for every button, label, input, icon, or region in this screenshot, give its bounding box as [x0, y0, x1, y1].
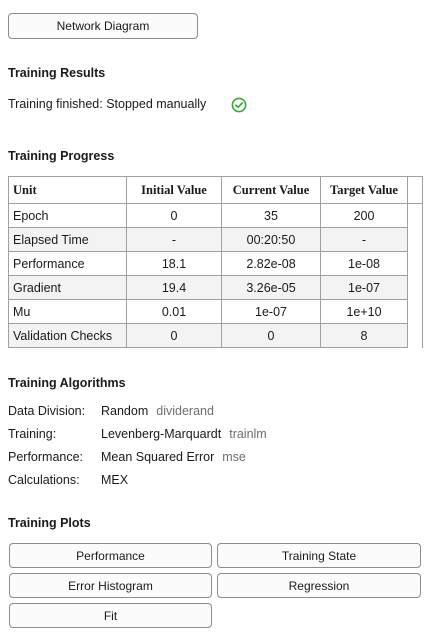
algorithm-value: Random	[101, 404, 149, 418]
algorithm-row-calculations: Calculations: MEX	[8, 473, 128, 487]
training-results-heading: Training Results	[8, 66, 106, 80]
column-header-initial[interactable]: Initial Value	[126, 176, 222, 204]
training-progress-table: Unit Initial Value Current Value Target …	[8, 176, 423, 348]
table-row: Mu 0.01 1e-07 1e+10	[8, 299, 423, 324]
algorithm-value: Mean Squared Error	[101, 450, 215, 464]
algorithm-key: Training:	[8, 427, 57, 441]
error-histogram-plot-button[interactable]: Error Histogram	[9, 573, 212, 598]
row-unit: Validation Checks	[8, 323, 127, 348]
column-header-target[interactable]: Target Value	[320, 176, 408, 204]
table-scrollbar-gutter	[407, 251, 423, 276]
row-target: 1e-07	[320, 275, 408, 300]
row-unit: Gradient	[8, 275, 127, 300]
row-target: 1e+10	[320, 299, 408, 324]
table-row: Performance 18.1 2.82e-08 1e-08	[8, 251, 423, 276]
column-header-unit[interactable]: Unit	[8, 176, 127, 204]
check-circle-icon	[231, 97, 247, 113]
table-header-row: Unit Initial Value Current Value Target …	[8, 176, 423, 204]
fit-plot-button[interactable]: Fit	[9, 603, 212, 628]
algorithm-function: mse	[222, 450, 246, 464]
row-target: 1e-08	[320, 251, 408, 276]
table-row: Validation Checks 0 0 8	[8, 323, 423, 348]
training-state-plot-button[interactable]: Training State	[217, 543, 421, 568]
network-diagram-button[interactable]: Network Diagram	[8, 13, 198, 39]
row-current: 00:20:50	[221, 227, 321, 252]
algorithm-value: Levenberg-Marquardt	[101, 427, 222, 441]
table-scrollbar-gutter	[407, 227, 423, 252]
table-row: Epoch 0 35 200	[8, 203, 423, 228]
training-algorithms-heading: Training Algorithms	[8, 376, 126, 390]
row-current: 3.26e-05	[221, 275, 321, 300]
row-target: 8	[320, 323, 408, 348]
training-progress-heading: Training Progress	[8, 149, 115, 163]
training-status-text: Training finished: Stopped manually	[8, 97, 207, 111]
algorithm-key: Data Division:	[8, 404, 86, 418]
row-initial: 19.4	[126, 275, 222, 300]
table-scrollbar-gutter	[407, 203, 423, 228]
row-initial: 0	[126, 203, 222, 228]
row-unit: Epoch	[8, 203, 127, 228]
algorithm-value: MEX	[101, 473, 129, 487]
row-current: 0	[221, 323, 321, 348]
algorithm-key: Calculations:	[8, 473, 80, 487]
row-target: 200	[320, 203, 408, 228]
row-unit: Performance	[8, 251, 127, 276]
table-scrollbar-gutter	[407, 299, 423, 324]
table-scrollbar-gutter	[407, 323, 423, 348]
performance-plot-button[interactable]: Performance	[9, 543, 212, 568]
row-initial: 0	[126, 323, 222, 348]
algorithm-row-training: Training: Levenberg-Marquardt trainlm	[8, 427, 267, 441]
table-scrollbar-gutter	[407, 275, 423, 300]
row-current: 1e-07	[221, 299, 321, 324]
row-initial: 18.1	[126, 251, 222, 276]
algorithm-function: dividerand	[156, 404, 214, 418]
algorithm-row-performance: Performance: Mean Squared Error mse	[8, 450, 246, 464]
algorithm-row-data-division: Data Division: Random dividerand	[8, 404, 214, 418]
row-current: 35	[221, 203, 321, 228]
row-initial: -	[126, 227, 222, 252]
row-target: -	[320, 227, 408, 252]
training-plots-heading: Training Plots	[8, 516, 91, 530]
regression-plot-button[interactable]: Regression	[217, 573, 421, 598]
row-current: 2.82e-08	[221, 251, 321, 276]
algorithm-key: Performance:	[8, 450, 84, 464]
table-row: Gradient 19.4 3.26e-05 1e-07	[8, 275, 423, 300]
table-scrollbar-gutter	[407, 176, 423, 204]
row-unit: Mu	[8, 299, 127, 324]
row-initial: 0.01	[126, 299, 222, 324]
row-unit: Elapsed Time	[8, 227, 127, 252]
algorithm-function: trainlm	[229, 427, 267, 441]
table-row: Elapsed Time - 00:20:50 -	[8, 227, 423, 252]
column-header-current[interactable]: Current Value	[221, 176, 321, 204]
